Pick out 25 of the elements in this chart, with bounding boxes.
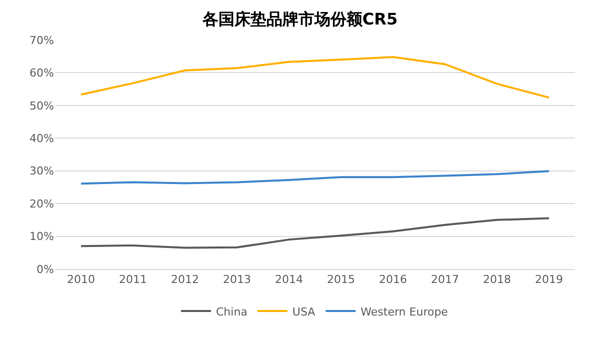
x-tick-label: 2017: [431, 273, 459, 286]
x-tick-label: 2018: [483, 273, 511, 286]
legend-label: China: [216, 305, 248, 318]
line-series: [80, 170, 550, 185]
y-tick-label: 10%: [30, 230, 54, 244]
chart-title: 各国床垫品牌市场份额CR5: [201, 10, 398, 29]
legend-label: Western Europe: [360, 305, 448, 318]
y-tick-label: 20%: [30, 197, 54, 210]
legend-label: USA: [292, 305, 316, 318]
y-tick-label: 50%: [30, 99, 54, 112]
x-tick-label: 2014: [275, 273, 303, 286]
x-tick-label: 2010: [67, 273, 95, 286]
x-tick-label: 2012: [171, 273, 199, 286]
y-tick-label: 30%: [30, 164, 54, 178]
y-tick-label: 40%: [30, 132, 54, 145]
y-tick-label: 60%: [30, 66, 54, 80]
line-series: [80, 56, 550, 99]
y-tick-label: 0%: [36, 262, 54, 276]
x-tick-label: 2016: [379, 273, 407, 286]
line-series: [80, 217, 550, 249]
y-tick-label: 70%: [30, 34, 54, 47]
x-tick-label: 2019: [535, 273, 563, 286]
x-tick-label: 2011: [119, 273, 147, 286]
x-tick-label: 2015: [327, 273, 355, 286]
x-tick-label: 2013: [223, 273, 251, 286]
